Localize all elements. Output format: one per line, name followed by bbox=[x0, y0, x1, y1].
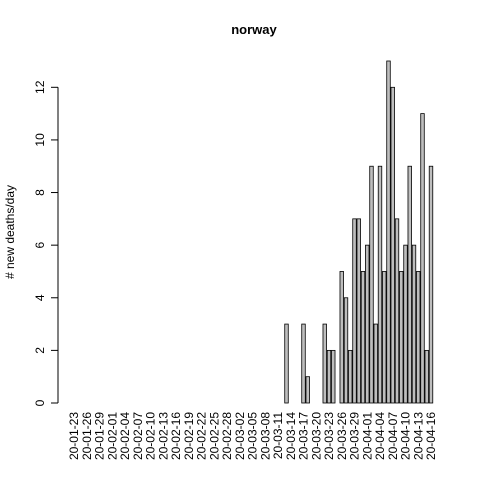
x-tick-label: 20-03-17 bbox=[297, 412, 311, 460]
bar bbox=[386, 60, 391, 404]
bar bbox=[348, 349, 353, 404]
x-tick-label: 20-04-01 bbox=[360, 412, 374, 460]
x-tick-label: 20-03-05 bbox=[246, 412, 260, 460]
bar bbox=[411, 244, 417, 404]
x-tick-label: 20-04-10 bbox=[399, 412, 413, 460]
x-tick-label: 20-02-28 bbox=[220, 412, 234, 460]
y-tick-label: 0 bbox=[33, 399, 47, 406]
bar bbox=[360, 271, 366, 404]
bar bbox=[369, 165, 374, 404]
x-tick-label: 20-03-26 bbox=[335, 412, 349, 460]
x-tick-label: 20-01-29 bbox=[93, 412, 107, 460]
x-tick-label: 20-03-11 bbox=[271, 412, 285, 459]
x-tick-label: 20-03-14 bbox=[284, 412, 298, 460]
bar bbox=[343, 297, 349, 404]
x-tick-label: 20-02-04 bbox=[118, 412, 132, 460]
x-tick-label: 20-04-16 bbox=[424, 412, 438, 460]
x-tick-label: 20-02-10 bbox=[144, 412, 158, 460]
y-tick-label: 10 bbox=[33, 133, 47, 147]
y-tick-label: 4 bbox=[33, 294, 47, 301]
x-tick-label: 20-03-20 bbox=[309, 412, 323, 460]
x-tick-label: 20-01-23 bbox=[67, 412, 81, 460]
x-tick-label: 20-03-23 bbox=[322, 412, 336, 460]
bar bbox=[326, 349, 332, 404]
bar bbox=[394, 218, 400, 404]
bar bbox=[403, 244, 408, 404]
bar bbox=[420, 113, 425, 404]
x-tick-label: 20-03-08 bbox=[258, 412, 272, 460]
x-tick-label: 20-02-13 bbox=[156, 412, 170, 460]
y-tick-label: 8 bbox=[33, 189, 47, 196]
x-tick-label: 20-02-01 bbox=[105, 412, 119, 460]
x-tick-label: 20-04-07 bbox=[386, 412, 400, 460]
bar bbox=[365, 244, 370, 404]
y-tick-label: 12 bbox=[33, 80, 47, 94]
x-tick-label: 20-02-07 bbox=[131, 412, 145, 460]
bar bbox=[390, 86, 395, 404]
bar bbox=[428, 165, 434, 404]
y-tick-label: 6 bbox=[33, 241, 47, 248]
bar bbox=[407, 165, 412, 404]
bar bbox=[301, 323, 306, 404]
bar bbox=[284, 323, 289, 404]
bar bbox=[399, 271, 404, 404]
bar bbox=[331, 349, 336, 404]
x-tick-label: 20-02-19 bbox=[182, 412, 196, 460]
bar bbox=[339, 271, 344, 404]
bar bbox=[356, 218, 361, 404]
x-tick-label: 20-02-25 bbox=[207, 412, 221, 460]
x-tick-label: 20-04-13 bbox=[411, 412, 425, 460]
x-tick-label: 20-02-16 bbox=[169, 412, 183, 460]
chart-title: norway bbox=[231, 22, 277, 37]
x-tick-label: 20-01-26 bbox=[80, 412, 94, 460]
bar bbox=[377, 165, 383, 404]
y-tick-label: 2 bbox=[33, 347, 47, 354]
bar bbox=[322, 323, 327, 404]
x-tick-label: 20-04-04 bbox=[373, 412, 387, 460]
bar bbox=[373, 323, 378, 404]
bar bbox=[416, 271, 421, 404]
x-tick-label: 20-03-29 bbox=[348, 412, 362, 460]
bar bbox=[352, 218, 357, 404]
bar bbox=[382, 271, 387, 404]
bar bbox=[424, 349, 429, 404]
x-tick-label: 20-02-22 bbox=[195, 412, 209, 460]
x-tick-label: 20-03-02 bbox=[233, 412, 247, 460]
y-axis-label: # new deaths/day bbox=[3, 185, 17, 279]
bar bbox=[305, 376, 310, 404]
